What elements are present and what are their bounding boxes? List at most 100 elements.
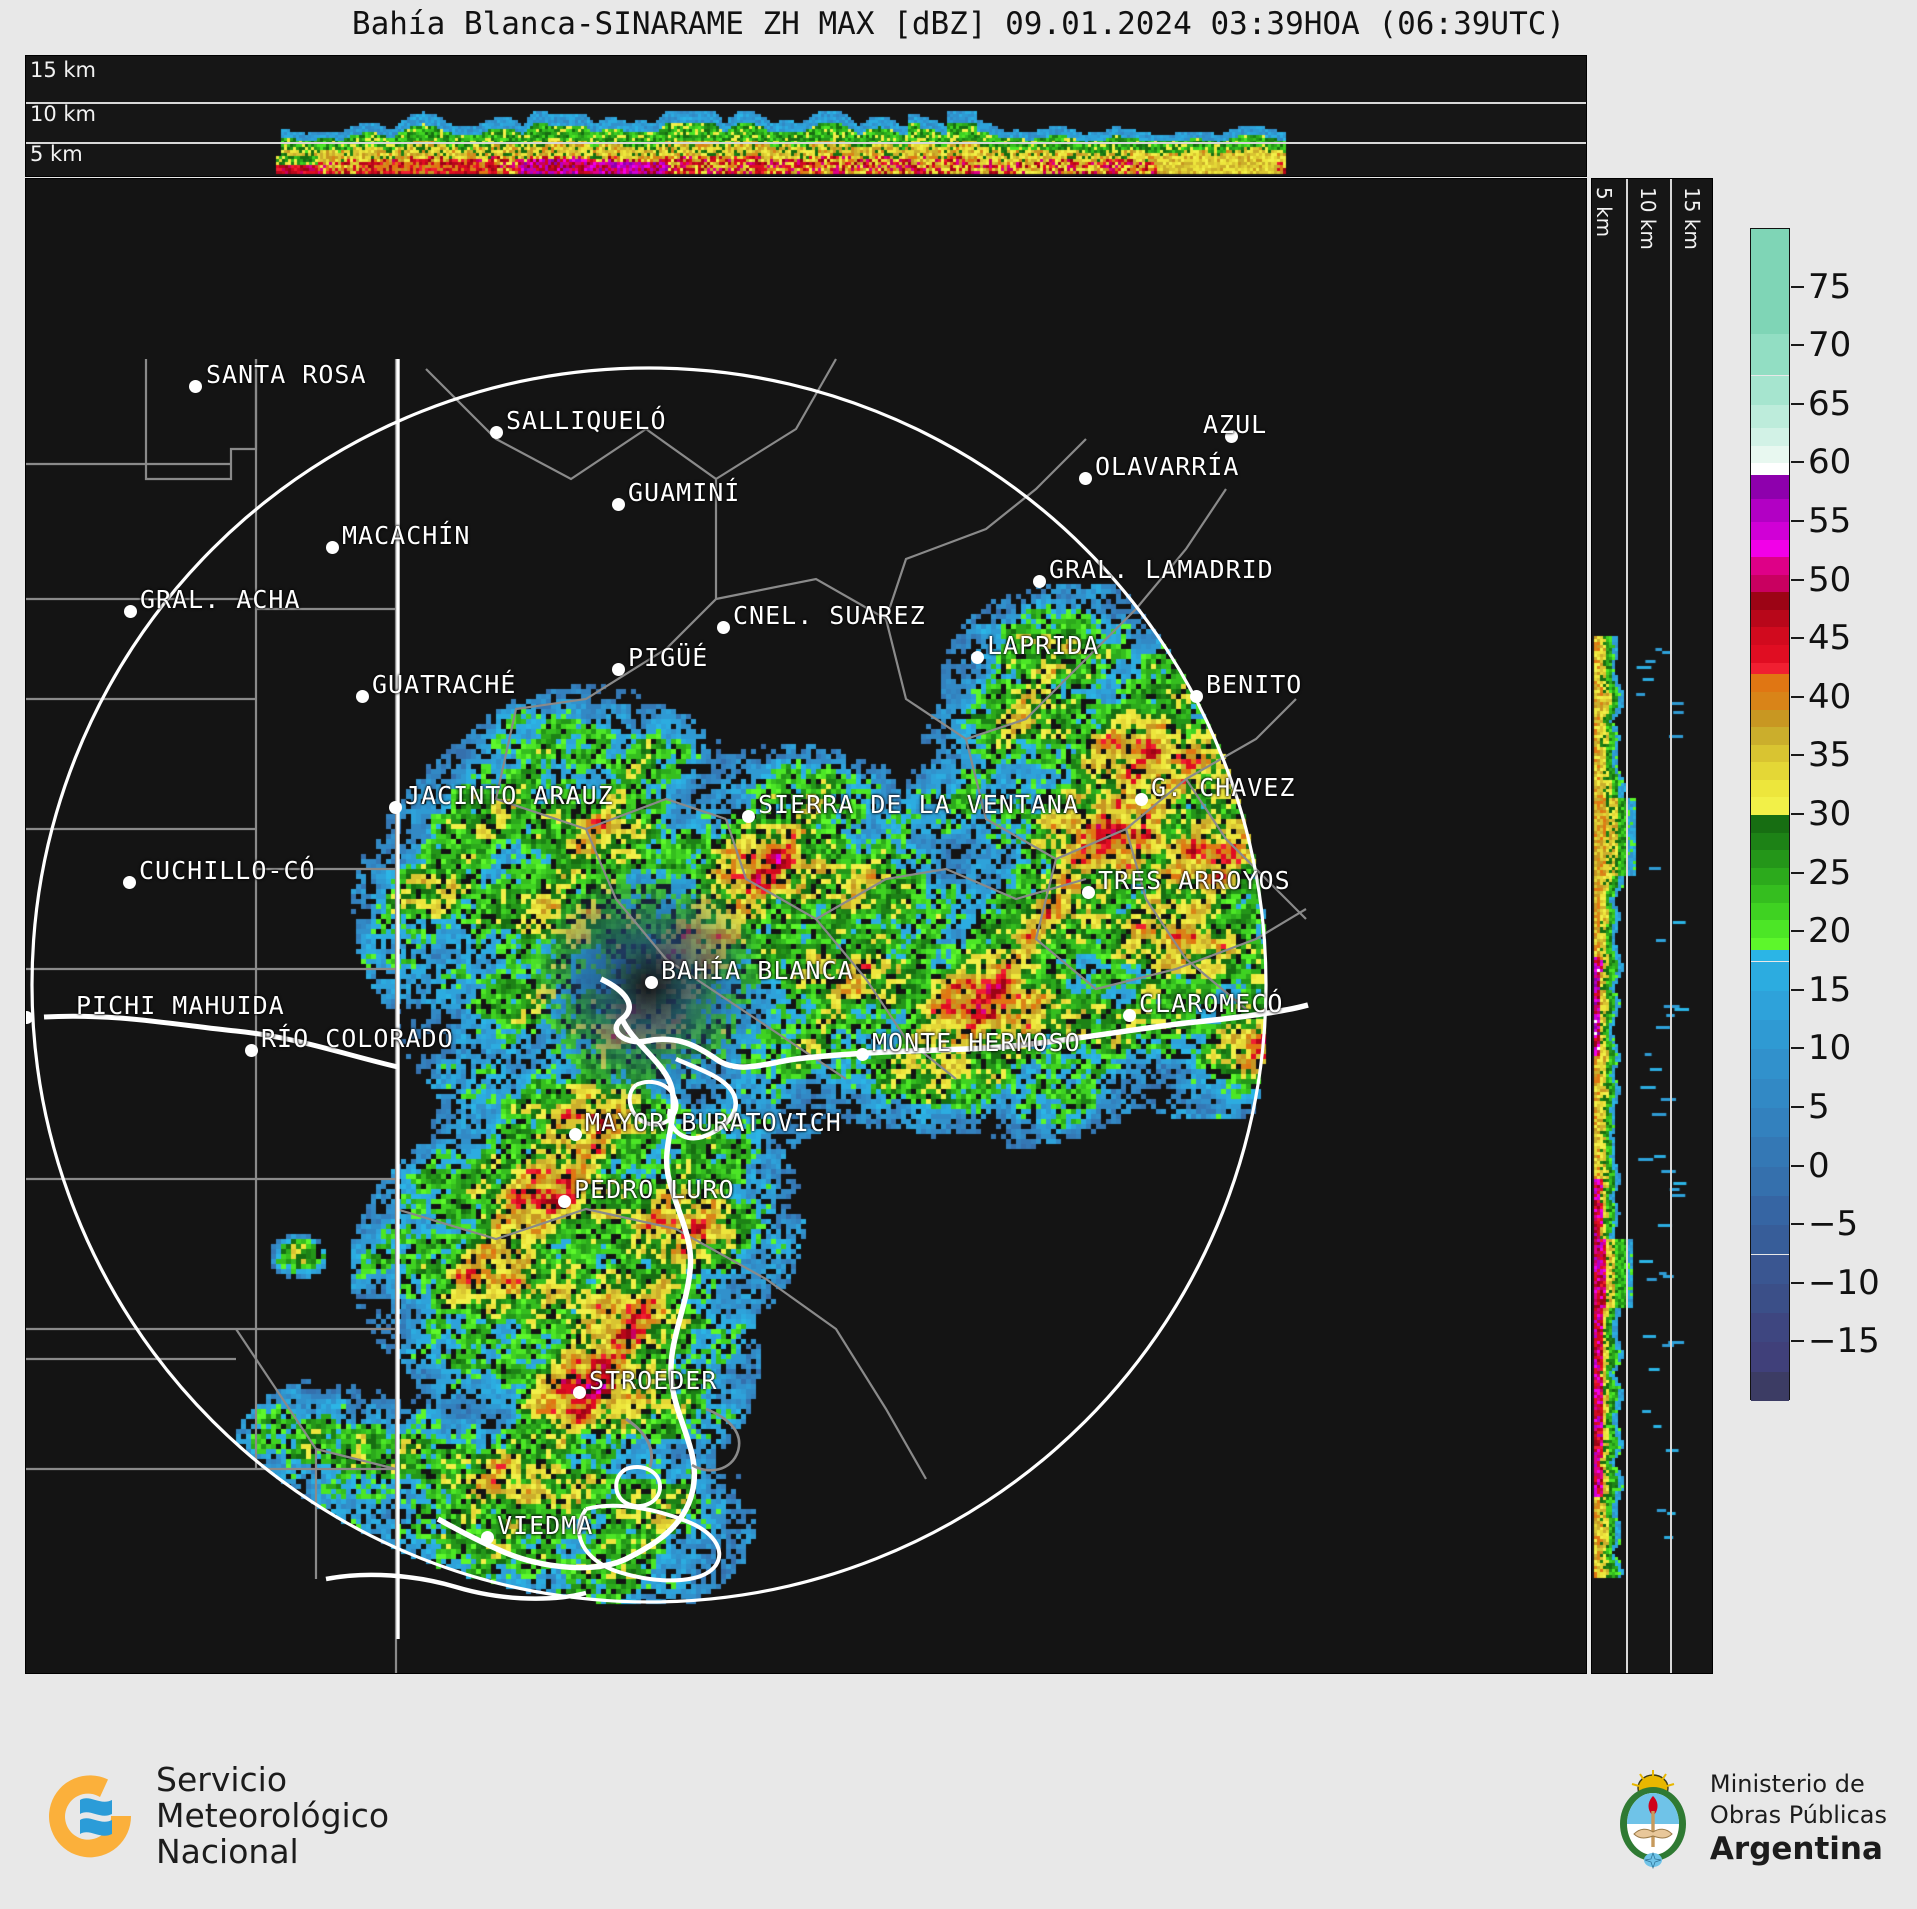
colorbar-tick-label: 10 xyxy=(1808,1028,1852,1069)
city-dot-icon xyxy=(645,976,658,989)
smn-text: Servicio Meteorológico Nacional xyxy=(156,1762,389,1870)
city-label: PEDRO LURO xyxy=(574,1175,735,1204)
colorbar-segment xyxy=(1751,475,1789,499)
province-border xyxy=(425,368,727,831)
city-dot-icon xyxy=(490,426,503,439)
city-label: STROEDER xyxy=(589,1366,718,1395)
city-dot-icon xyxy=(326,541,339,554)
colorbar-tick-label: −15 xyxy=(1808,1321,1880,1362)
city-label: CNEL. SUAREZ xyxy=(733,601,926,630)
city-label: SIERRA DE LA VENTANA xyxy=(758,790,1080,819)
colorbar-tick-label: −5 xyxy=(1808,1204,1859,1245)
city-dot-icon xyxy=(1033,575,1046,588)
colorbar-tick xyxy=(1791,1281,1804,1284)
colorbar-segment xyxy=(1751,949,1789,962)
colorbar-tick xyxy=(1791,988,1804,991)
city-dot-icon xyxy=(558,1195,571,1208)
radar-echo-canvas xyxy=(26,179,1586,1673)
city-dot-icon xyxy=(1225,430,1238,443)
colorbar-segment xyxy=(1751,229,1789,335)
colorbar-segment xyxy=(1751,334,1789,376)
colorbar-segment xyxy=(1751,867,1789,886)
city-label: SALLIQUELÓ xyxy=(506,406,667,435)
city-label: MACACHÍN xyxy=(342,521,471,550)
smn-line-1: Servicio xyxy=(156,1760,288,1799)
city-label: GRAL. ACHA xyxy=(140,585,301,614)
right-cross-section-panel: 5 km 10 km 15 km xyxy=(1591,178,1713,1674)
colorbar-tick xyxy=(1791,461,1804,464)
city-dot-icon xyxy=(1082,886,1095,899)
vgrid-5km xyxy=(1626,179,1628,1673)
colorbar-segment xyxy=(1751,1049,1789,1079)
colorbar-segment xyxy=(1751,1313,1789,1343)
colorbar-segment xyxy=(1751,1166,1789,1196)
viedma-estuary xyxy=(577,1503,722,1583)
colorbar-segment xyxy=(1751,797,1789,815)
city-dot-icon xyxy=(1190,690,1203,703)
city-dot-icon xyxy=(1079,472,1092,485)
city-label: GUATRACHÉ xyxy=(372,670,517,699)
colorbar-segment xyxy=(1751,1371,1789,1401)
ministry-line-2: Obras Públicas xyxy=(1709,1801,1887,1829)
xsec-gridline-5km xyxy=(26,142,1586,144)
city-label: MONTE HERMOSO xyxy=(872,1028,1081,1057)
province-border xyxy=(254,359,396,611)
river-line xyxy=(625,1417,653,1468)
ministry-line-1: Ministerio de xyxy=(1709,1770,1865,1798)
province-border xyxy=(235,1328,397,1471)
colorbar-tick-label: 20 xyxy=(1808,911,1852,952)
coastline-north xyxy=(599,976,1309,1070)
colorbar-segment xyxy=(1751,815,1789,833)
colorbar-tick-label: 5 xyxy=(1808,1087,1830,1127)
colorbar-segment xyxy=(1751,1225,1789,1255)
colorbar-segment xyxy=(1751,1342,1789,1372)
city-dot-icon xyxy=(1123,1009,1136,1022)
colorbar-segment xyxy=(1751,709,1789,728)
colorbar-segment xyxy=(1751,938,1789,950)
radar-map-panel[interactable]: SANTA ROSA SALLIQUELÓ AZUL OLAVARRÍA GUAMINÍ… xyxy=(25,178,1587,1674)
city-dot-icon xyxy=(1135,793,1148,806)
colorbar-segment xyxy=(1751,539,1789,558)
coastline-bahia-west xyxy=(436,1017,698,1571)
colorbar-segment xyxy=(1751,990,1789,1021)
vlabel-5km: 5 km xyxy=(1592,187,1616,238)
colorbar-tick xyxy=(1791,578,1804,581)
colorbar-segment xyxy=(1751,1195,1789,1226)
city-label: CLAROMECÓ xyxy=(1139,989,1284,1018)
colorbar-tick xyxy=(1791,402,1804,405)
colorbar-segment xyxy=(1751,1137,1789,1167)
city-label: RÍO COLORADO xyxy=(261,1024,454,1053)
province-border xyxy=(724,818,957,1080)
colorbar-tick-label: 65 xyxy=(1808,383,1852,424)
colorbar-tick xyxy=(1791,930,1804,933)
smn-mark-icon xyxy=(38,1764,142,1868)
colorbar-tick-label: 45 xyxy=(1808,618,1852,659)
colorbar-segment xyxy=(1751,961,1789,991)
colorbar-tick-label: 75 xyxy=(1808,266,1852,307)
colorbar-segment xyxy=(1751,498,1789,522)
colorbar-segment xyxy=(1751,463,1789,476)
colorbar-segment xyxy=(1751,557,1789,575)
city-label: GRAL. LAMADRID xyxy=(1049,555,1274,584)
city-label: MAYOR BURATOVICH xyxy=(585,1108,842,1137)
bay-island-3 xyxy=(614,1465,663,1509)
radar-range-ring xyxy=(30,366,1268,1604)
xsec-label-15km: 15 km xyxy=(30,58,97,82)
city-dot-icon xyxy=(481,1531,494,1544)
coastline-viedma xyxy=(325,1572,587,1601)
colorbar-tick xyxy=(1791,813,1804,815)
colorbar-tick-label: 25 xyxy=(1808,852,1852,893)
province-border xyxy=(1185,778,1307,920)
city-dot-icon xyxy=(612,663,625,676)
colorbar-segment xyxy=(1751,662,1789,675)
city-dot-icon xyxy=(123,876,136,889)
city-label: OLAVARRÍA xyxy=(1095,452,1240,481)
footer: Servicio Meteorológico Nacional Minister… xyxy=(0,1700,1917,1909)
colorbar-segment xyxy=(1751,674,1789,692)
colorbar-segment xyxy=(1751,609,1789,628)
geography-overlay xyxy=(26,358,1309,1673)
colorbar-tick-label: 55 xyxy=(1808,501,1852,541)
province-border xyxy=(815,867,1087,920)
smn-line-2: Meteorológico xyxy=(156,1796,390,1835)
city-dot-icon xyxy=(26,1011,33,1024)
